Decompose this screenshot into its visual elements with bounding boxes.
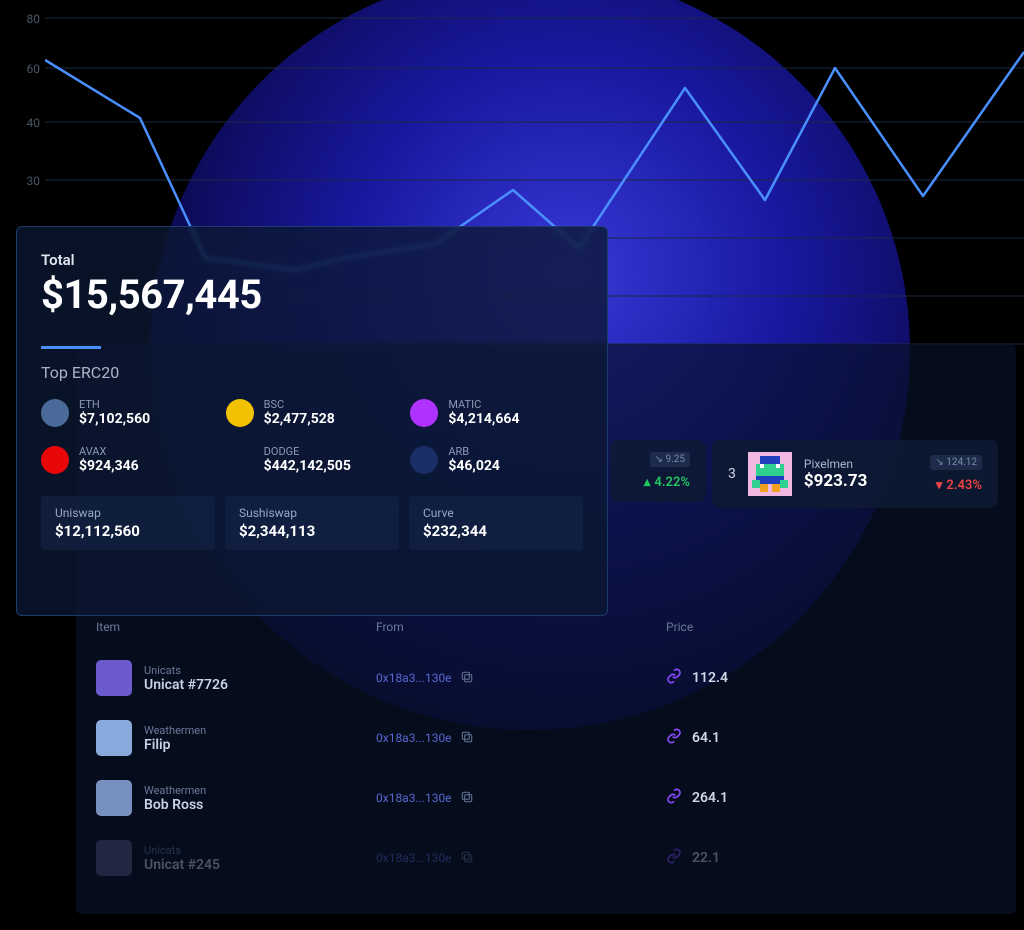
token-value: $46,024: [448, 458, 500, 474]
trend-down-icon: ↘: [655, 454, 663, 465]
token-value: $2,477,528: [264, 411, 335, 427]
collection-card-partial[interactable]: ↘ 9.25 ▴ 4.22%: [610, 440, 706, 502]
collection-card-pixelmen[interactable]: 3 Pixelmen $923.73 ↘ 124.12 ▾ 2.43%: [712, 440, 998, 508]
item-name: Unicat #245: [144, 857, 220, 873]
dex-value: $12,112,560: [55, 522, 201, 540]
token-item[interactable]: DODGE$442,142,505: [226, 445, 399, 474]
total-value: $15,567,445: [41, 271, 583, 318]
chain-link-icon: [666, 728, 682, 748]
token-symbol: DODGE: [264, 445, 351, 458]
table-row[interactable]: WeathermenBob Ross 0x18a3...130e 264.1: [96, 768, 996, 828]
price-value: 22.1: [692, 850, 720, 866]
dex-name: Sushiswap: [239, 506, 385, 520]
dex-item[interactable]: Uniswap $12,112,560: [41, 496, 215, 550]
total-label: Total: [41, 251, 583, 269]
chart-y-tick: 40: [0, 116, 40, 130]
token-color-dot: [41, 446, 69, 474]
token-value: $924,346: [79, 458, 139, 474]
copy-icon[interactable]: [460, 670, 474, 687]
token-item[interactable]: ETH$7,102,560: [41, 398, 214, 427]
stat-badge: ↘ 9.25: [650, 452, 690, 467]
token-color-dot: [41, 399, 69, 427]
item-collection: Weathermen: [144, 724, 206, 737]
table-header: Item From Price: [96, 620, 996, 648]
stat-badge: ↘ 124.12: [930, 455, 982, 470]
token-value: $7,102,560: [79, 411, 150, 427]
item-name: Bob Ross: [144, 797, 206, 813]
item-thumbnail: [96, 840, 132, 876]
chart-y-tick: 60: [0, 62, 40, 76]
dex-value: $232,344: [423, 522, 569, 540]
trend-down-icon: ↘: [935, 457, 943, 468]
item-thumbnail: [96, 660, 132, 696]
rank-number: 3: [728, 466, 736, 482]
caret-down-icon: ▾: [936, 478, 943, 493]
item-collection: Unicats: [144, 664, 228, 677]
from-address[interactable]: 0x18a3...130e: [376, 851, 452, 865]
collection-name: Pixelmen: [804, 457, 894, 471]
price-value: 64.1: [692, 730, 720, 746]
collection-price: $923.73: [804, 471, 894, 491]
chart-y-tick: 30: [0, 174, 40, 188]
item-thumbnail: [96, 720, 132, 756]
caret-up-icon: ▴: [644, 475, 651, 490]
copy-icon[interactable]: [460, 790, 474, 807]
token-item[interactable]: ARB$46,024: [410, 445, 583, 474]
total-portfolio-card: Total $15,567,445 Top ERC20 ETH$7,102,56…: [16, 226, 608, 616]
collection-thumbnail: [748, 452, 792, 496]
copy-icon[interactable]: [460, 850, 474, 867]
dex-item[interactable]: Sushiswap $2,344,113: [225, 496, 399, 550]
price-value: 264.1: [692, 790, 728, 806]
col-header-from: From: [376, 620, 666, 634]
section-title: Top ERC20: [41, 363, 583, 382]
change-percent: ▾ 2.43%: [936, 478, 982, 493]
change-percent: ▴ 4.22%: [644, 475, 690, 490]
chain-link-icon: [666, 788, 682, 808]
token-item[interactable]: MATIC$4,214,664: [410, 398, 583, 427]
table-row[interactable]: UnicatsUnicat #245 0x18a3...130e 22.1: [96, 828, 996, 888]
dex-name: Uniswap: [55, 506, 201, 520]
token-item[interactable]: AVAX$924,346: [41, 445, 214, 474]
dex-value: $2,344,113: [239, 522, 385, 540]
item-thumbnail: [96, 780, 132, 816]
token-item[interactable]: BSC$2,477,528: [226, 398, 399, 427]
token-symbol: BSC: [264, 398, 335, 411]
dex-name: Curve: [423, 506, 569, 520]
token-symbol: MATIC: [448, 398, 519, 411]
token-symbol: ARB: [448, 445, 500, 458]
item-name: Filip: [144, 737, 206, 753]
token-symbol: ETH: [79, 398, 150, 411]
token-value: $442,142,505: [264, 458, 351, 474]
tab-indicator: [41, 346, 101, 349]
item-collection: Unicats: [144, 844, 220, 857]
chart-y-tick: 80: [0, 12, 40, 26]
col-header-item: Item: [96, 620, 376, 634]
token-color-dot: [410, 446, 438, 474]
item-name: Unicat #7726: [144, 677, 228, 693]
activity-table: Item From Price UnicatsUnicat #77260x18a…: [96, 620, 996, 888]
dex-item[interactable]: Curve $232,344: [409, 496, 583, 550]
item-collection: Weathermen: [144, 784, 206, 797]
from-address[interactable]: 0x18a3...130e: [376, 671, 452, 685]
table-row[interactable]: WeathermenFilip 0x18a3...130e 64.1: [96, 708, 996, 768]
token-value: $4,214,664: [448, 411, 519, 427]
token-color-dot: [410, 399, 438, 427]
from-address[interactable]: 0x18a3...130e: [376, 731, 452, 745]
from-address[interactable]: 0x18a3...130e: [376, 791, 452, 805]
token-color-dot: [226, 399, 254, 427]
chain-link-icon: [666, 668, 682, 688]
table-row[interactable]: UnicatsUnicat #7726 0x18a3...130e 112.4: [96, 648, 996, 708]
price-value: 112.4: [692, 670, 728, 686]
copy-icon[interactable]: [460, 730, 474, 747]
token-symbol: AVAX: [79, 445, 139, 458]
chain-link-icon: [666, 848, 682, 868]
col-header-price: Price: [666, 620, 996, 634]
